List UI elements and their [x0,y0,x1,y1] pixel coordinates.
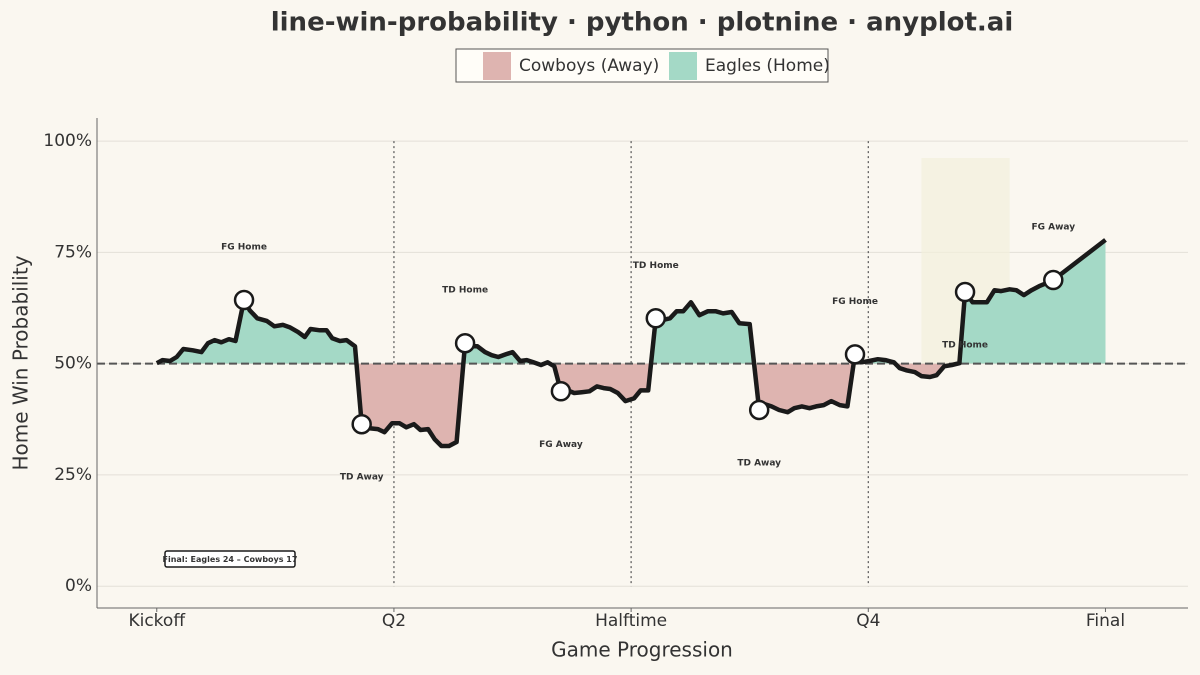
event-marker [550,381,572,402]
event-marker [748,399,770,421]
legend-label: Cowboys (Away) [519,56,659,76]
event-marker [844,344,866,365]
y-tick-label: 100% [43,131,92,151]
event-label: FG Away [1031,222,1075,232]
win-probability-line [155,238,1107,449]
y-tick-label: 0% [65,576,92,596]
final-note: Final: Eagles 24 – Cowboys 17 [163,555,298,564]
area-home [156,239,1106,364]
event-marker [351,413,372,435]
x-tick-label: Final [1086,611,1125,631]
legend-swatch [483,52,511,80]
event-label: FG Away [539,440,583,450]
y-tick-label: 75% [54,242,92,262]
chart-title: line-win-probability · python · plotnine… [271,8,1014,38]
x-tick-label: Q4 [856,611,880,631]
event-marker [1043,269,1064,291]
event-label: FG Home [832,297,878,307]
event-marker [233,289,255,311]
final-note-box [164,550,296,568]
event-marker [645,308,667,329]
legend-label: Eagles (Home) [705,56,830,76]
y-tick-label: 25% [54,465,92,485]
event-label: TD Home [942,341,988,351]
y-tick-label: 50% [54,354,92,374]
x-tick-label: Q2 [382,611,406,631]
event-marker [454,332,476,354]
area-away [156,363,1106,446]
x-tick-label: Halftime [595,611,667,631]
event-label: TD Home [442,286,488,296]
y-axis-label: Home Win Probability [9,255,33,470]
legend-box [455,48,829,83]
event-label: TD Away [737,458,781,468]
x-axis-label: Game Progression [551,638,733,662]
event-label: TD Away [340,473,384,483]
event-label: FG Home [221,243,267,253]
event-label: TD Home [633,261,679,271]
event-marker [954,281,976,303]
legend-swatch [669,52,697,80]
x-tick-label: Kickoff [128,611,186,631]
